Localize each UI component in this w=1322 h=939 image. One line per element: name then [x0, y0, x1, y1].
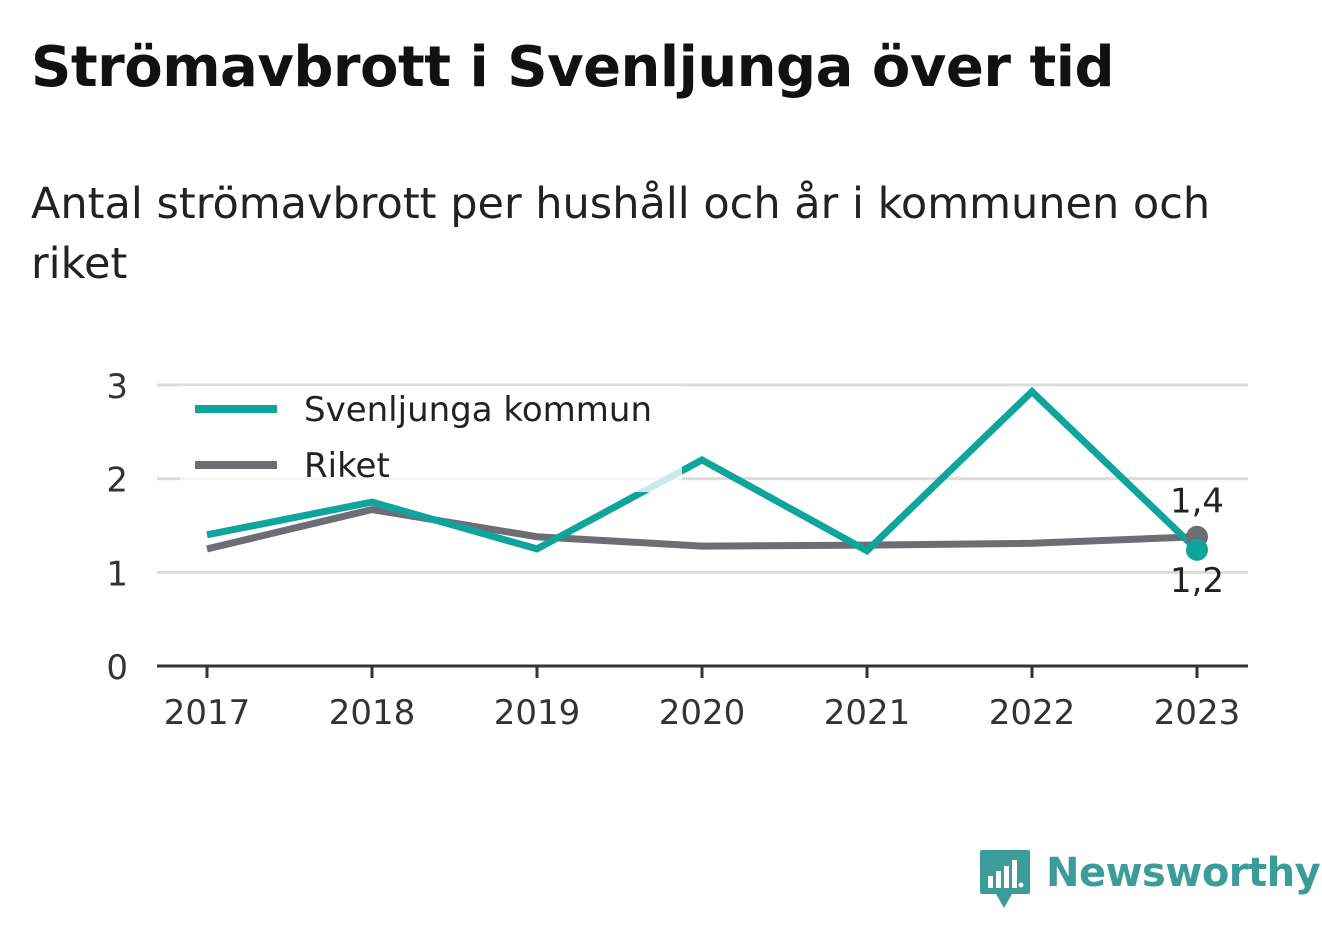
- x-axis-ticks: 2017 2018 2019 2020 2021 2022 2023: [164, 666, 1241, 733]
- end-labels: 1,4 1,2: [1170, 482, 1224, 601]
- legend-label: Riket: [304, 446, 390, 486]
- chart-title: Strömavbrott i Svenljunga över tid: [31, 35, 1115, 100]
- x-tick-label: 2023: [1154, 693, 1241, 733]
- x-tick-label: 2019: [494, 693, 581, 733]
- y-tick-label: 1: [106, 554, 128, 594]
- legend-background: [180, 386, 682, 492]
- brand-name: Newsworthy: [1046, 850, 1321, 896]
- x-tick-label: 2021: [824, 693, 911, 733]
- y-axis-ticks: 0 1 2 3: [106, 367, 128, 688]
- series-lines: [206, 386, 1208, 561]
- x-tick-label: 2018: [329, 693, 416, 733]
- x-tick-label: 2022: [989, 693, 1076, 733]
- x-tick-label: 2020: [659, 693, 746, 733]
- y-tick-label: 2: [106, 461, 128, 501]
- end-value-label: 1,4: [1170, 482, 1224, 522]
- newsworthy-brand: Newsworthy: [980, 850, 1321, 910]
- end-value-label: 1,2: [1170, 561, 1224, 601]
- series-line-svenljunga-kommun: [206, 386, 1200, 556]
- newsworthy-logo-icon: [980, 850, 1030, 908]
- x-tick-label: 2017: [164, 693, 251, 733]
- y-tick-label: 0: [106, 648, 128, 688]
- legend: Svenljunga kommun Riket: [180, 386, 682, 492]
- series-line-riket: [206, 506, 1198, 553]
- legend-label: Svenljunga kommun: [304, 390, 652, 430]
- chart-subtitle: Antal strömavbrott per hushåll och år i …: [31, 179, 1211, 289]
- y-tick-label: 3: [106, 367, 128, 407]
- end-point-svenljunga-kommun: [1186, 538, 1208, 561]
